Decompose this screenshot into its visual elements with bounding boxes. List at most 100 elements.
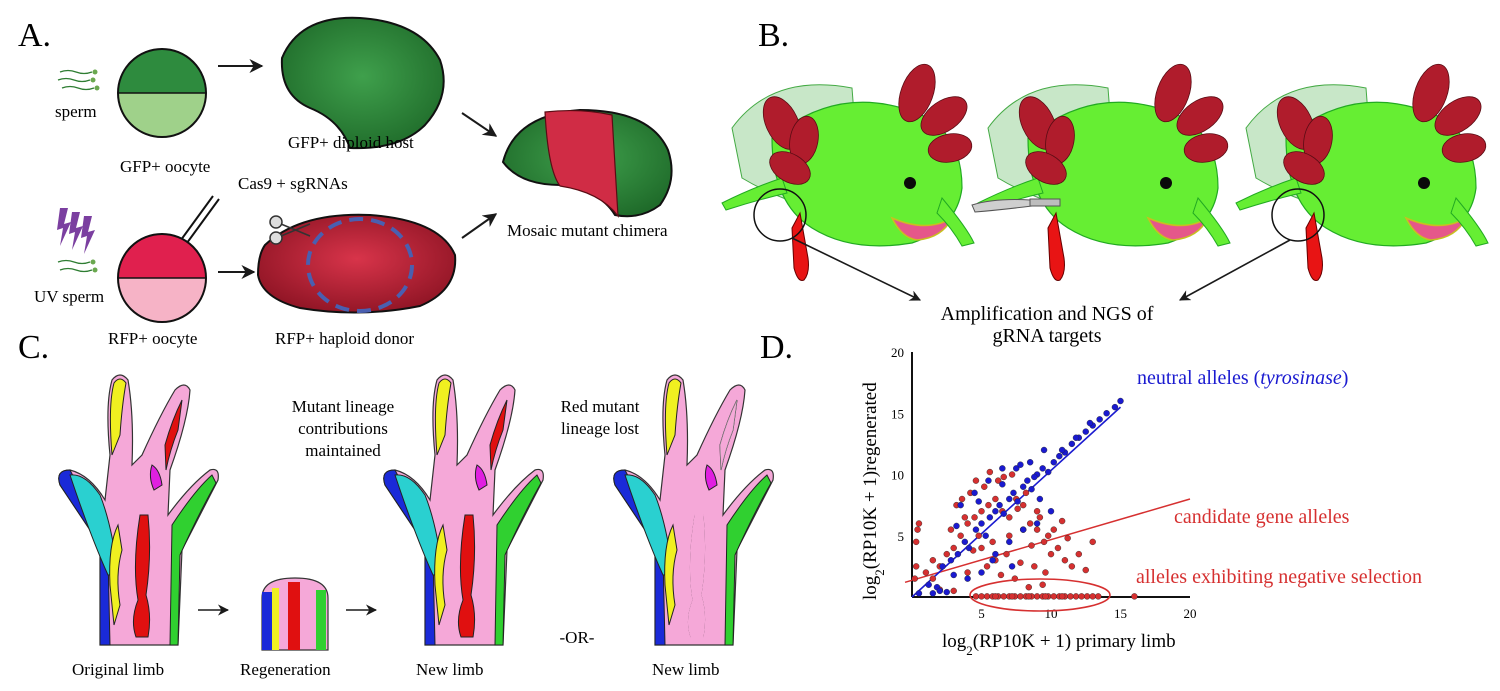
negative-point bbox=[1083, 593, 1091, 600]
neutral-point bbox=[1096, 416, 1103, 423]
candidate-point bbox=[957, 532, 964, 539]
neutral-point bbox=[978, 520, 985, 527]
neutral-point bbox=[1068, 440, 1076, 448]
negative-point bbox=[1078, 593, 1085, 600]
neutral-point bbox=[1036, 495, 1044, 503]
neutral-point bbox=[939, 563, 946, 570]
negative-point bbox=[1058, 593, 1066, 600]
negative-point bbox=[1089, 593, 1096, 600]
neutral-annotation: neutral alleles (tyrosinase) bbox=[1137, 367, 1348, 389]
neutral-point bbox=[1006, 538, 1013, 546]
neutral-point bbox=[1006, 495, 1013, 503]
axolotl-illustration-2 bbox=[977, 58, 1231, 282]
candidate-point bbox=[1003, 550, 1010, 558]
maintained-line1: Mutant lineage bbox=[292, 397, 394, 416]
neutral-point bbox=[1039, 465, 1046, 472]
uv-lightning-icon bbox=[57, 208, 95, 254]
original-limb bbox=[58, 374, 219, 646]
y-tick-labels: 5 10 15 20 bbox=[891, 345, 904, 544]
neutral-point bbox=[1010, 489, 1017, 497]
graft-region-outline bbox=[306, 217, 414, 313]
candidate-point bbox=[1040, 538, 1048, 546]
neutral-point bbox=[985, 477, 992, 484]
neutral-point bbox=[1058, 446, 1066, 454]
y-axis-title: log2(RP10K + 1)regenerated bbox=[860, 382, 887, 600]
neutral-point bbox=[1045, 468, 1052, 476]
neutral-point bbox=[1013, 465, 1020, 472]
neutral-point bbox=[972, 526, 980, 533]
neutral-point bbox=[965, 544, 973, 552]
negative-point bbox=[1072, 593, 1080, 600]
candidate-point bbox=[1036, 514, 1044, 521]
candidate-point bbox=[929, 557, 937, 564]
uv-sperm-icon bbox=[57, 259, 98, 273]
candidate-point bbox=[986, 468, 994, 476]
negative-points bbox=[972, 593, 1138, 600]
axolotl-illustration-3 bbox=[1235, 58, 1489, 282]
candidate-point bbox=[912, 538, 920, 546]
neutral-point bbox=[1024, 477, 1031, 484]
neutral-point bbox=[1082, 428, 1089, 435]
candidate-point bbox=[997, 571, 1005, 579]
y-tick-label: 20 bbox=[891, 345, 904, 360]
candidate-point bbox=[1014, 505, 1021, 512]
x-tick-label: 5 bbox=[978, 606, 985, 621]
ngs-label-line1: Amplification and NGS of bbox=[941, 303, 1154, 325]
scatter-plot: 5 10 15 20 5 10 15 20 bbox=[891, 345, 1197, 621]
panel-c-letter: C. bbox=[18, 329, 49, 366]
candidate-point bbox=[983, 563, 991, 570]
neutral-point bbox=[1047, 508, 1055, 515]
neutral-point bbox=[978, 569, 985, 576]
candidate-point bbox=[971, 514, 978, 521]
neutral-point bbox=[1050, 459, 1057, 466]
candidate-point bbox=[1089, 538, 1096, 546]
candidate-point bbox=[1017, 559, 1024, 566]
negative-point bbox=[1067, 593, 1074, 600]
negative-point bbox=[1000, 593, 1007, 600]
negative-point bbox=[1131, 593, 1138, 600]
candidate-point bbox=[989, 538, 996, 546]
arrow-donor-to-chimera bbox=[461, 213, 498, 239]
sampled-limb-circle-1 bbox=[753, 188, 807, 242]
panel-a-letter: A. bbox=[18, 17, 51, 54]
panel-d: D. 5 10 15 20 5 10 15 20 log2(RP10K + 1) prima… bbox=[760, 329, 1422, 658]
arrow-limb1-to-ngs bbox=[791, 237, 922, 301]
y-tick-label: 10 bbox=[891, 468, 904, 483]
panel-a: A. sperm GFP+ oocyte GFP+ diploid host C… bbox=[18, 16, 673, 348]
candidate-point bbox=[1039, 581, 1046, 588]
candidate-point bbox=[1054, 544, 1062, 552]
candidate-point bbox=[947, 526, 955, 533]
x-tick-label: 10 bbox=[1045, 606, 1058, 621]
candidate-point bbox=[1075, 550, 1083, 558]
neutral-point bbox=[947, 557, 955, 564]
x-tick-labels: 5 10 15 20 bbox=[978, 606, 1196, 621]
neutral-point bbox=[975, 498, 982, 505]
candidate-point bbox=[1006, 514, 1013, 521]
candidate-point bbox=[1020, 501, 1027, 509]
candidate-annotation: candidate gene alleles bbox=[1174, 506, 1350, 528]
candidate-point bbox=[1082, 566, 1089, 574]
maintained-line2: contributions bbox=[298, 419, 388, 438]
negative-point bbox=[1050, 593, 1057, 600]
scissors-icon bbox=[269, 215, 311, 245]
neutral-point bbox=[1020, 483, 1027, 490]
y-tick-label: 15 bbox=[891, 406, 904, 421]
negative-point bbox=[1033, 593, 1041, 600]
panel-d-letter: D. bbox=[760, 329, 793, 366]
injection-label: Cas9 + sgRNAs bbox=[238, 174, 348, 193]
candidate-fit-line bbox=[904, 498, 1191, 584]
rfp-oocyte-icon bbox=[117, 233, 207, 323]
panel-b: B. Amplification and NGS of gRNA targets bbox=[721, 17, 1489, 347]
panel-b-letter: B. bbox=[758, 17, 789, 54]
neutral-point bbox=[1026, 459, 1034, 466]
neutral-point bbox=[936, 587, 943, 595]
maintained-line3: maintained bbox=[305, 441, 381, 460]
neutral-point bbox=[996, 501, 1003, 509]
candidate-point bbox=[1033, 508, 1041, 515]
candidate-point bbox=[958, 495, 966, 503]
candidate-point bbox=[915, 520, 923, 527]
candidate-point bbox=[1022, 489, 1030, 497]
negative-point bbox=[1095, 593, 1102, 600]
regeneration-label: Regeneration bbox=[240, 660, 331, 679]
